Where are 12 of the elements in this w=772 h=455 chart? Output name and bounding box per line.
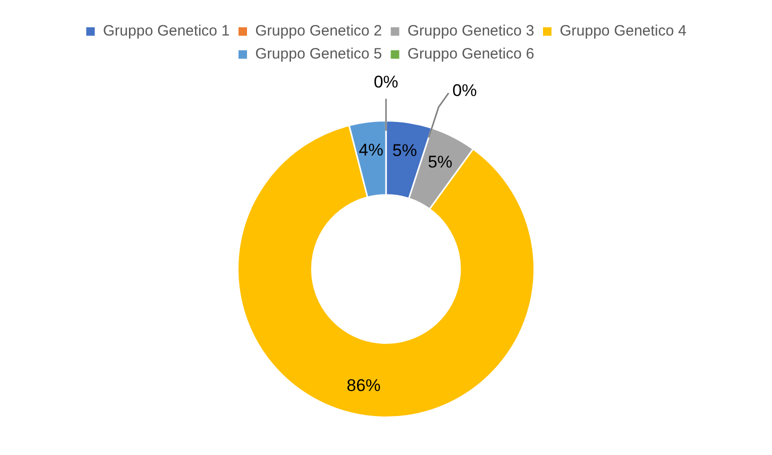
text: 0%	[452, 80, 477, 100]
text: 0%	[374, 72, 398, 92]
data-label: 5%	[392, 140, 417, 160]
legend-label: Gruppo Genetico 2	[255, 22, 382, 40]
legend-label: Gruppo Genetico 3	[408, 22, 534, 40]
legend-label: Gruppo Genetico 1	[103, 22, 230, 40]
legend-label: Gruppo Genetico 4	[560, 22, 686, 40]
data-label: 86%	[346, 376, 381, 395]
legend-label: Gruppo Genetico 5	[255, 46, 382, 63]
data-label: 4%	[358, 140, 384, 160]
legend-label: Gruppo Genetico 6	[408, 46, 534, 63]
data-label: 5%	[428, 152, 452, 172]
